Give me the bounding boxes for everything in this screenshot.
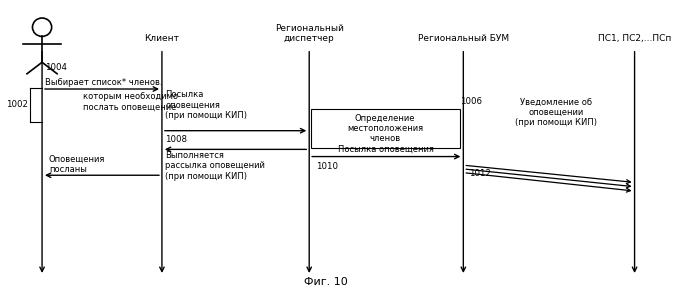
Text: 1010: 1010 <box>316 162 338 171</box>
Text: 1006: 1006 <box>460 97 482 106</box>
Text: Выполняется
рассылка оповещений
(при помощи КИП): Выполняется рассылка оповещений (при пом… <box>166 151 265 180</box>
Text: 1004: 1004 <box>45 63 68 72</box>
Text: Посылка
оповещения
(при помощи КИП): Посылка оповещения (при помощи КИП) <box>166 91 247 120</box>
Text: Региональный
диспетчер: Региональный диспетчер <box>275 24 344 43</box>
FancyBboxPatch shape <box>310 109 460 148</box>
Text: Оповещения
посланы: Оповещения посланы <box>49 154 106 174</box>
Text: ПС1, ПС2,...ПСп: ПС1, ПС2,...ПСп <box>598 34 671 43</box>
Text: Посылка оповещения: Посылка оповещения <box>338 145 434 154</box>
Text: 1012: 1012 <box>469 169 491 178</box>
Text: 1002: 1002 <box>6 100 29 109</box>
Text: Выбирает список* членов.: Выбирает список* членов. <box>45 78 163 87</box>
Text: Уведомление об
оповещении
(при помощи КИП): Уведомление об оповещении (при помощи КИ… <box>514 98 597 127</box>
Text: Клиент: Клиент <box>145 34 180 43</box>
Text: которым необходимо
послать оповещение: которым необходимо послать оповещение <box>83 92 178 111</box>
Text: 1008: 1008 <box>166 134 187 144</box>
Text: Региональный БУМ: Региональный БУМ <box>418 34 509 43</box>
Text: Определение
местоположения
членов: Определение местоположения членов <box>347 114 424 144</box>
Text: Фиг. 10: Фиг. 10 <box>305 277 348 287</box>
